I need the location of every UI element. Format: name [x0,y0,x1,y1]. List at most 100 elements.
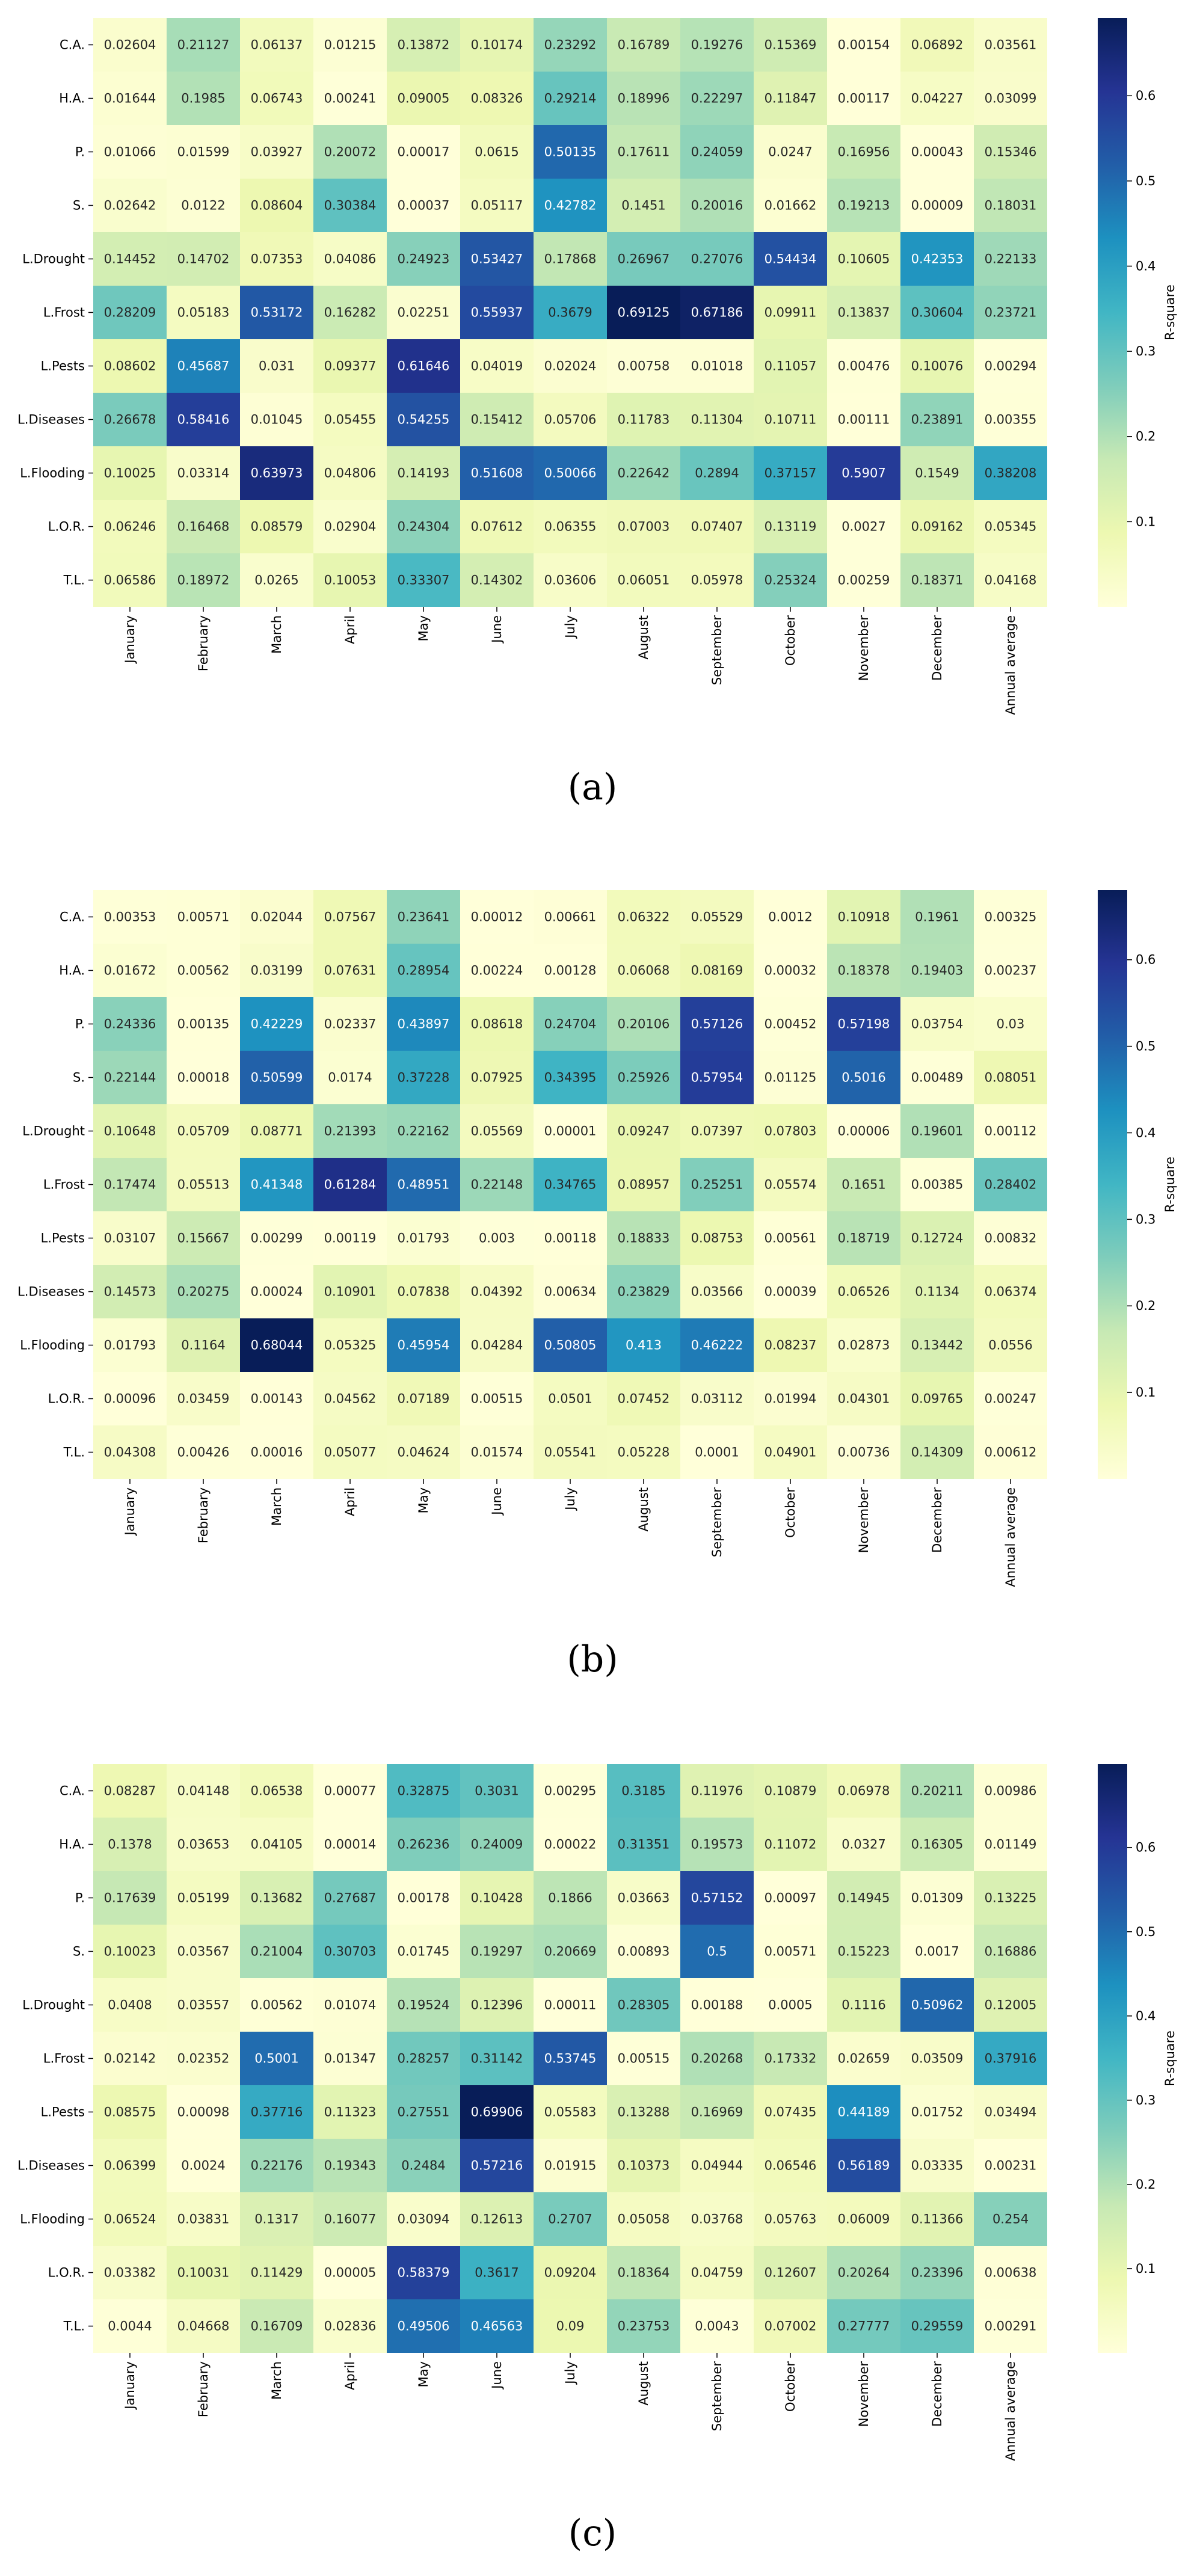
cell-value-label: 0.06322 [618,910,670,924]
cell-value-label: 0.08957 [618,1178,670,1192]
row-label: L.O.R. [48,2266,85,2280]
cell-value-label: 0.49506 [398,2319,450,2334]
cell-value-label: 0.0017 [915,1944,959,1959]
cell-value-label: 0.00143 [251,1392,303,1406]
heatmap-cell [900,997,974,1051]
cell-value-label: 0.50135 [544,145,597,159]
cell-value-label: 0.08237 [765,1338,817,1353]
cell-value-label: 0.14945 [838,1891,890,1905]
cell-value-label: 0.57954 [691,1071,743,1085]
cell-value-label: 0.01074 [324,1998,377,2012]
row-label: L.O.R. [48,1392,85,1406]
heatmap-cell [680,72,754,125]
heatmap-cell [240,18,313,72]
heatmap-cell [387,179,460,232]
heatmap-cell [754,179,827,232]
cell-value-label: 0.00022 [544,1837,597,1852]
heatmap-cell [754,1925,827,1978]
column-label: August [636,615,651,660]
cell-value-label: 0.10023 [104,1944,156,1959]
heatmap-cell [313,553,387,607]
heatmap-cell [387,1871,460,1925]
cell-value-label: 0.03557 [177,1998,230,2012]
heatmap-cell [167,997,240,1051]
heatmap-cell [534,1211,607,1265]
cell-value-label: 0.20016 [691,198,743,213]
cell-value-label: 0.20264 [838,2266,890,2280]
heatmap-cell [534,72,607,125]
column-label: Annual average [1003,1487,1018,1587]
heatmap-cell [827,2085,900,2139]
cell-value-label: 0.00188 [691,1998,743,2012]
heatmap-cell [313,1764,387,1818]
colorbar-tick-label: 0.4 [1136,1125,1155,1140]
row-label: L.Drought [22,1998,85,2012]
cell-value-label: 0.00476 [838,359,890,373]
cell-value-label: 0.07838 [398,1285,450,1299]
heatmap-cell [754,2246,827,2299]
cell-value-label: 0.24704 [544,1017,597,1031]
heatmap-cell [534,2246,607,2299]
heatmap-cell [93,1318,167,1372]
heatmap-cell [387,125,460,179]
cell-value-label: 0.00032 [765,964,817,978]
heatmap-cell [754,1818,827,1871]
cell-value-label: 0.06526 [838,1285,890,1299]
cell-value-label: 0.06399 [104,2159,156,2173]
cell-value-label: 0.03831 [177,2212,230,2227]
cell-value-label: 0.05325 [324,1338,377,1353]
cell-value-label: 0.15412 [471,413,523,427]
cell-value-label: 0.07631 [324,964,377,978]
heatmap-cell [93,890,167,944]
heatmap-cell [167,1818,240,1871]
heatmap-cell [827,553,900,607]
heatmap-cell [900,1978,974,2032]
heatmap-cell [240,500,313,553]
cell-value-label: 0.42229 [251,1017,303,1031]
cell-value-label: 0.09911 [765,306,817,320]
heatmap-cell [754,1211,827,1265]
row-label: S. [73,1944,85,1959]
cell-value-label: 0.28257 [398,2052,450,2066]
column-label: June [490,2361,504,2390]
heatmap-cell [607,500,680,553]
cell-value-label: 0.0247 [768,145,812,159]
cell-value-label: 0.04944 [691,2159,743,2173]
cell-value-label: 0.04227 [911,91,964,106]
cell-value-label: 0.00001 [544,1124,597,1139]
cell-value-label: 0.63973 [251,466,303,481]
cell-value-label: 0.00017 [398,145,450,159]
cell-value-label: 0.00237 [985,964,1037,978]
panel-caption: (c) [568,2512,617,2554]
heatmap-cell [387,446,460,500]
heatmap-cell [313,2299,387,2353]
row-label: T.L. [63,1445,85,1460]
cell-value-label: 0.00515 [618,2052,670,2066]
heatmap-cell [607,18,680,72]
heatmap-cell [900,232,974,286]
cell-value-label: 0.00024 [251,1285,303,1299]
heatmap-cell [827,339,900,393]
cell-value-label: 0.01125 [765,1071,817,1085]
cell-value-label: 0.03566 [691,1285,743,1299]
cell-value-label: 0.57216 [471,2159,523,2173]
heatmap-cell [167,2246,240,2299]
heatmap-cell [754,232,827,286]
heatmap-cell [827,1978,900,2032]
heatmap-cell [313,2246,387,2299]
cell-value-label: 0.01045 [251,413,303,427]
cell-value-label: 0.00128 [544,964,597,978]
heatmap-cell [974,2139,1047,2192]
cell-value-label: 0.09377 [324,359,377,373]
heatmap-cell [313,2085,387,2139]
heatmap-cell [754,500,827,553]
cell-value-label: 0.16282 [324,306,377,320]
heatmap-cell [607,393,680,446]
cell-value-label: 0.14309 [911,1445,964,1460]
cell-value-label: 0.01644 [104,91,156,106]
cell-value-label: 0.10648 [104,1124,156,1139]
cell-value-label: 0.53427 [471,252,523,266]
cell-value-label: 0.02642 [104,198,156,213]
heatmap-cell [93,1871,167,1925]
heatmap-cell [387,2299,460,2353]
